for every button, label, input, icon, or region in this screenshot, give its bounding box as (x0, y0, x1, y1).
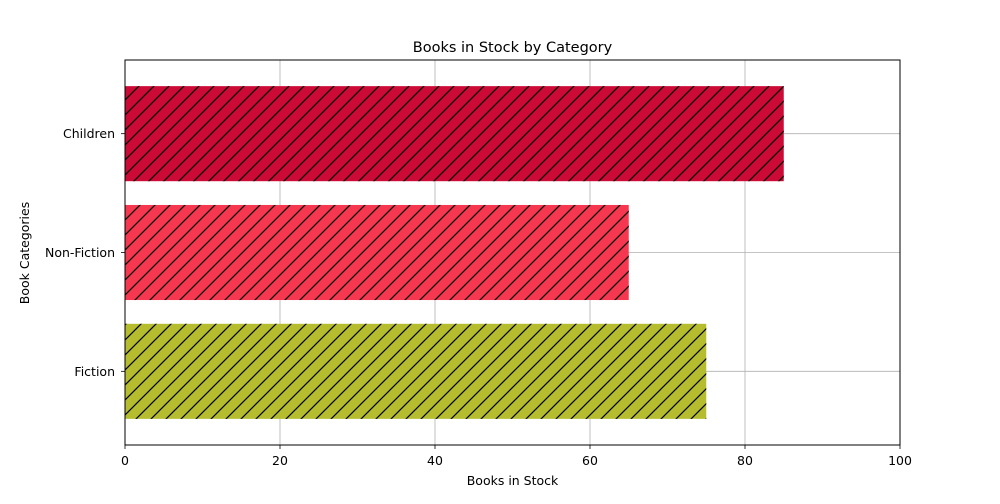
x-tick-label: 60 (582, 453, 598, 468)
bars (125, 86, 784, 419)
x-tick-label: 80 (737, 453, 753, 468)
y-tick-label: Children (63, 126, 115, 141)
chart-title: Books in Stock by Category (413, 40, 613, 56)
x-axis-label: Books in Stock (467, 473, 559, 488)
x-tick-label: 40 (427, 453, 443, 468)
bar-hatch-children (125, 86, 784, 182)
x-tick-label: 0 (121, 453, 129, 468)
y-tick-label: Fiction (74, 364, 115, 379)
bar-hatch-fiction (125, 323, 707, 419)
bar-hatch-non-fiction (125, 204, 629, 301)
y-axis-ticks: Fiction Non-Fiction Children (45, 126, 125, 379)
y-tick-label: Non-Fiction (45, 245, 115, 260)
x-tick-label: 20 (272, 453, 288, 468)
x-tick-label: 100 (888, 453, 912, 468)
y-axis-label: Book Categories (17, 202, 32, 304)
x-axis-ticks: 0 20 40 60 80 100 (121, 445, 912, 468)
